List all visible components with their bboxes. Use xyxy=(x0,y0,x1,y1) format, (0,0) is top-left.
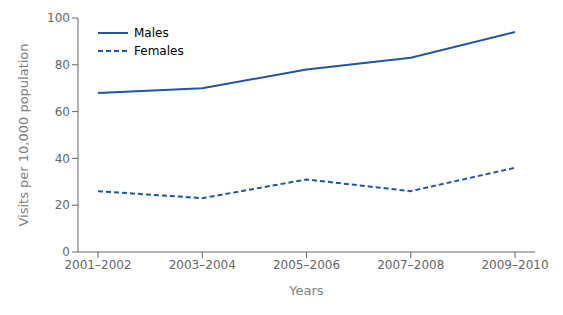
svg-text:20: 20 xyxy=(55,198,70,212)
svg-text:0: 0 xyxy=(62,245,70,259)
svg-text:2005–2006: 2005–2006 xyxy=(273,258,340,272)
svg-text:100: 100 xyxy=(47,11,70,25)
svg-text:2003–2004: 2003–2004 xyxy=(169,258,236,272)
html-text:Females: Females xyxy=(134,44,184,58)
svg-text:2007–2008: 2007–2008 xyxy=(377,258,444,272)
svg-text:40: 40 xyxy=(55,152,70,166)
svg-text:2009–2010: 2009–2010 xyxy=(481,258,548,272)
svg-text:Years: Years xyxy=(288,283,324,298)
svg-text:60: 60 xyxy=(55,105,70,119)
svg-text:Visits per 10,000 population: Visits per 10,000 population xyxy=(16,43,31,226)
html-text:Males: Males xyxy=(134,26,169,40)
svg-text:80: 80 xyxy=(55,58,70,72)
svg-text:2001–2002: 2001–2002 xyxy=(64,258,131,272)
